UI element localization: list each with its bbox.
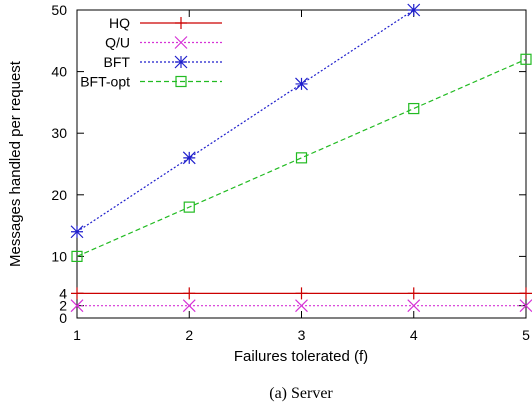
data-point <box>408 102 420 115</box>
y-tick-label: 20 <box>51 187 67 203</box>
data-point <box>183 287 196 300</box>
plot-frame <box>76 9 527 319</box>
x-tick-label: 2 <box>185 327 193 343</box>
y-tick-label: 40 <box>51 64 67 80</box>
series-q-u <box>70 299 532 313</box>
series-bft <box>70 3 421 239</box>
x-tick-label: 5 <box>522 327 530 343</box>
legend-marker <box>175 75 187 88</box>
data-point <box>407 287 420 300</box>
y-tick-label: 50 <box>51 2 67 18</box>
x-tick-label: 4 <box>410 327 418 343</box>
legend-marker <box>174 36 188 49</box>
series-line <box>76 58 527 257</box>
y-tick-label: 2 <box>59 298 67 314</box>
y-tick-label: 0 <box>59 310 67 326</box>
data-point <box>182 151 196 165</box>
data-point <box>71 287 83 300</box>
legend-label: Q/U <box>105 35 130 51</box>
data-point <box>295 299 308 313</box>
y-tick-label: 30 <box>51 125 67 141</box>
data-point <box>407 3 421 17</box>
data-point <box>520 53 532 65</box>
legend-label: BFT <box>104 54 131 70</box>
legend-marker <box>174 55 188 69</box>
data-point <box>407 299 421 313</box>
series-line <box>76 9 415 233</box>
data-point <box>295 152 308 164</box>
legend-label: BFT-opt <box>80 74 130 90</box>
data-point <box>520 287 532 300</box>
data-point <box>182 299 196 313</box>
data-point <box>71 250 83 262</box>
legend-marker <box>175 17 187 29</box>
x-tick-label: 3 <box>298 327 306 343</box>
x-axis-title: Failures tolerated (f) <box>234 348 368 365</box>
y-tick-label: 4 <box>59 285 67 301</box>
figure-caption: (a) Server <box>269 385 333 402</box>
legend: HQ Q/U BFT BFT-opt <box>80 15 222 90</box>
data-point <box>519 299 532 313</box>
x-tick-label: 1 <box>73 327 81 343</box>
data-point <box>295 287 308 300</box>
data-point <box>70 225 84 239</box>
y-axis-title: Messages handled per request <box>7 60 24 267</box>
series-hq <box>71 287 532 300</box>
y-tick-label: 10 <box>51 248 67 264</box>
data-point <box>183 201 195 213</box>
series-bft-opt <box>71 53 532 262</box>
data-point <box>70 299 84 313</box>
legend-label: HQ <box>109 15 130 31</box>
data-point <box>295 77 308 91</box>
